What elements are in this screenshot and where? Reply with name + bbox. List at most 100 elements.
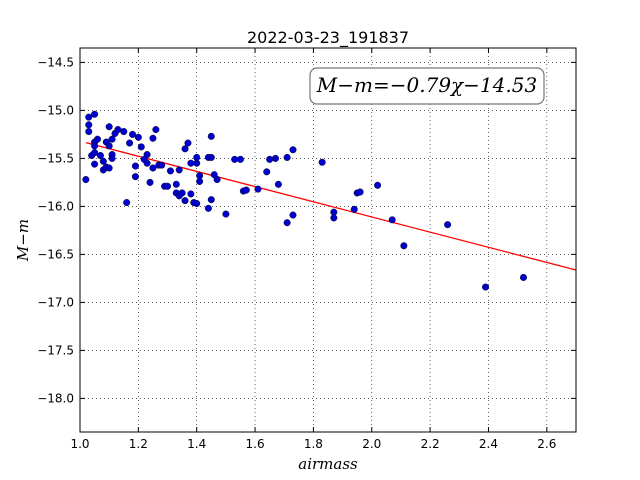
data-point — [263, 168, 271, 176]
data-point — [108, 154, 116, 162]
data-point — [196, 172, 204, 180]
data-point — [166, 167, 174, 175]
data-point — [85, 128, 93, 136]
data-point — [283, 153, 291, 161]
points-layer — [82, 110, 527, 291]
fit-line-layer — [85, 142, 577, 271]
x-tick-label: 2.2 — [421, 437, 440, 451]
data-point — [283, 219, 291, 227]
axis-ticks: 1.0 1.2 1.4 1.6 1.8 2.0 2.2 2.4 2.6 −14.5 −15.0 −15… — [37, 48, 576, 451]
data-point — [356, 188, 364, 196]
x-tick-label: 1.6 — [246, 437, 265, 451]
data-point — [172, 180, 180, 188]
x-tick-label: 1.0 — [70, 437, 89, 451]
x-tick-label: 1.8 — [304, 437, 323, 451]
data-point — [91, 142, 99, 150]
data-point — [105, 164, 113, 172]
data-point — [123, 199, 131, 207]
data-point — [374, 181, 382, 189]
data-point — [143, 159, 151, 167]
data-point — [254, 185, 262, 193]
y-axis-label: M−m — [14, 219, 32, 262]
data-point — [178, 189, 186, 197]
data-point — [187, 159, 195, 167]
x-tick-label: 2.6 — [537, 437, 556, 451]
x-tick-label: 1.4 — [187, 437, 206, 451]
data-point — [91, 160, 99, 168]
data-point — [137, 143, 145, 151]
data-point — [143, 151, 151, 159]
data-point — [129, 130, 137, 138]
data-point — [85, 121, 93, 129]
data-point — [181, 197, 189, 205]
data-point — [85, 113, 93, 121]
data-point — [126, 139, 134, 147]
data-point — [204, 204, 212, 212]
plot-frame — [79, 47, 577, 433]
data-point — [175, 166, 183, 174]
annotation-text: M−m=−0.79χ−14.53 — [316, 73, 537, 97]
data-point — [193, 153, 201, 161]
x-tick-label: 2.4 — [479, 437, 498, 451]
y-tick-label: −17.0 — [37, 295, 74, 309]
data-point — [482, 283, 490, 291]
data-point — [266, 155, 274, 163]
annotation-box — [309, 67, 545, 105]
x-tick-label: 1.2 — [129, 437, 148, 451]
fit-line — [85, 142, 577, 271]
data-point — [236, 155, 244, 163]
data-point — [131, 173, 139, 181]
data-point — [289, 146, 297, 154]
chart-title: 2022-03-23_191837 — [247, 28, 409, 48]
y-tick-label: −15.0 — [37, 103, 74, 117]
data-point — [330, 214, 338, 222]
data-point — [274, 180, 282, 188]
x-tick-label: 2.0 — [362, 437, 381, 451]
y-tick-label: −16.0 — [37, 199, 74, 213]
data-point — [222, 210, 230, 218]
data-point — [388, 216, 396, 224]
data-point — [96, 152, 104, 160]
data-point — [82, 176, 90, 184]
data-point — [105, 142, 113, 150]
data-point — [231, 155, 239, 163]
y-tick-label: −16.5 — [37, 247, 74, 261]
data-point — [91, 149, 99, 157]
y-tick-label: −18.0 — [37, 391, 74, 405]
data-point — [213, 176, 221, 184]
data-point — [207, 196, 215, 204]
data-point — [184, 139, 192, 147]
data-point — [108, 135, 116, 143]
data-point — [242, 186, 250, 194]
data-point — [99, 157, 107, 165]
data-point — [207, 153, 215, 161]
data-point — [114, 126, 122, 134]
data-point — [289, 211, 297, 219]
data-point — [181, 145, 189, 153]
data-point — [149, 134, 157, 142]
y-tick-label: −17.5 — [37, 343, 74, 357]
y-tick-label: −15.5 — [37, 151, 74, 165]
data-point — [131, 162, 139, 170]
data-point — [193, 200, 201, 208]
data-point — [350, 205, 358, 213]
data-point — [158, 161, 166, 169]
x-axis-label: airmass — [298, 455, 358, 473]
data-point — [207, 132, 215, 140]
data-point — [149, 164, 157, 172]
data-point — [120, 128, 128, 136]
data-point — [152, 126, 160, 134]
data-point — [187, 190, 195, 198]
data-point — [400, 242, 408, 250]
data-point — [164, 182, 172, 190]
data-point — [94, 135, 102, 143]
data-point — [444, 221, 452, 229]
data-point — [318, 158, 326, 166]
data-point — [271, 154, 279, 162]
data-point — [91, 110, 99, 118]
y-tick-label: −14.5 — [37, 55, 74, 69]
data-point — [519, 273, 527, 281]
fit-annotation: M−m=−0.79χ−14.53 — [309, 67, 545, 105]
data-point — [134, 133, 142, 141]
